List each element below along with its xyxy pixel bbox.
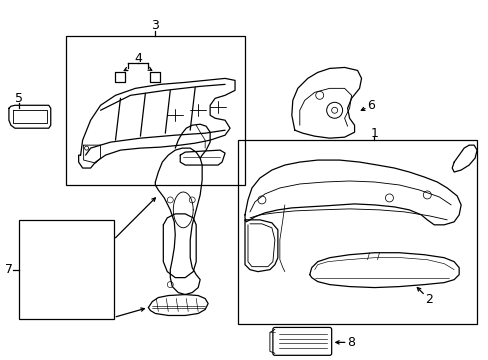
Text: 6: 6 — [367, 99, 375, 112]
Text: 5: 5 — [15, 92, 23, 105]
Text: 2: 2 — [425, 293, 432, 306]
Text: 8: 8 — [347, 336, 355, 349]
Text: 1: 1 — [370, 127, 378, 140]
Text: 4: 4 — [134, 52, 142, 65]
Bar — [238, 140, 476, 324]
Text: 7: 7 — [5, 263, 13, 276]
Bar — [19, 220, 113, 319]
Bar — [65, 36, 244, 185]
Text: 3: 3 — [151, 19, 159, 32]
